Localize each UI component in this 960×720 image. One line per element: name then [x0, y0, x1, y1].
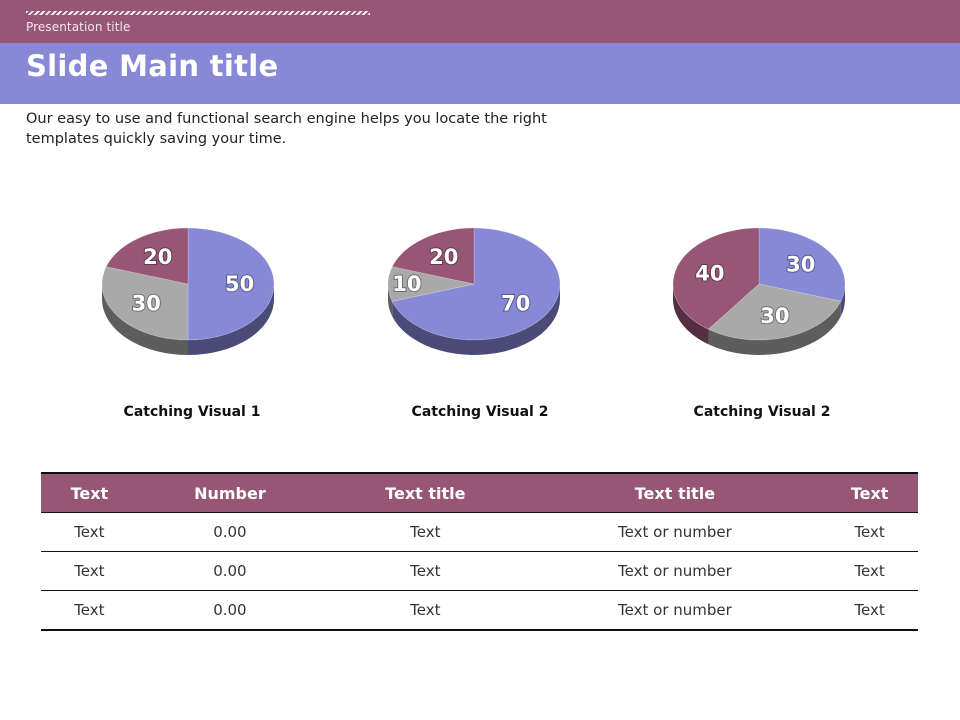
table-cell: Text [322, 551, 529, 591]
pie-slice-side [388, 284, 393, 317]
pie-slice [101, 266, 189, 341]
pie-data-label: 50 [225, 272, 254, 296]
pie-slice-side [188, 284, 274, 355]
header-band [0, 0, 960, 43]
pie-slice [707, 283, 842, 341]
pie-data-label: 70 [501, 292, 530, 316]
pie-data-label: 40 [695, 262, 724, 286]
pie-chart-1: 50 30 20 [101, 227, 275, 355]
table-cell: Text [41, 551, 138, 591]
data-table: Text Number Text title Text title Text T… [41, 472, 918, 631]
presentation-title: Presentation title [26, 20, 131, 34]
pie-slice-side [673, 284, 709, 345]
pie-slice [672, 227, 760, 330]
table-cell: Text or number [528, 590, 822, 631]
pie-slice [758, 227, 846, 302]
table-row: Text 0.00 Text Text or number Text [41, 551, 918, 591]
title-band [0, 43, 960, 104]
table-cell: 0.00 [137, 512, 323, 552]
pie-chart-3: 30 30 40 [672, 227, 846, 355]
table-row: Text 0.00 Text Text or number Text [41, 512, 918, 552]
table-cell: Text [821, 551, 918, 591]
table-cell: Text [821, 512, 918, 552]
table-cell: Text [821, 590, 918, 631]
pie-slice [387, 266, 475, 302]
pie-slice [105, 227, 189, 285]
column-header: Number [137, 472, 323, 513]
table-cell: Text [322, 512, 529, 552]
table-cell: Text [41, 590, 138, 631]
chart-caption-3: Catching Visual 2 [693, 404, 831, 420]
table-cell: 0.00 [137, 590, 323, 631]
column-header: Text title [322, 472, 529, 513]
pie-data-label: 20 [429, 245, 458, 269]
pie-slice [391, 227, 561, 341]
table-header-row: Text Number Text title Text title Text [41, 472, 918, 513]
table-cell: Text or number [528, 512, 822, 552]
pie-data-label: 20 [143, 245, 172, 269]
pie-slice [187, 227, 275, 341]
table-row: Text 0.00 Text Text or number Text [41, 590, 918, 631]
pie-data-label: 10 [392, 272, 421, 296]
table-cell: Text [41, 512, 138, 552]
slide-title: Slide Main title [26, 49, 279, 83]
pie-slice-side [102, 284, 188, 355]
pie-slice [391, 227, 475, 285]
pie-data-label: 30 [132, 292, 161, 316]
table-cell: Text or number [528, 551, 822, 591]
pie-chart-2: 70 10 20 [387, 227, 561, 355]
decorative-stripe [26, 11, 370, 15]
chart-caption-2: Catching Visual 2 [411, 404, 549, 420]
pie-slice-side [392, 284, 560, 355]
chart-caption-1: Catching Visual 1 [123, 404, 261, 420]
pie-data-label: 30 [760, 304, 789, 328]
pie-data-label: 30 [786, 252, 815, 276]
slide-description: Our easy to use and functional search en… [26, 111, 547, 147]
table-cell: 0.00 [137, 551, 323, 591]
column-header: Text [821, 472, 918, 513]
pie-slice-side [708, 301, 841, 355]
column-header: Text title [528, 472, 822, 513]
column-header: Text [41, 472, 138, 513]
pie-slice-side [840, 284, 845, 317]
table-cell: Text [322, 590, 529, 631]
